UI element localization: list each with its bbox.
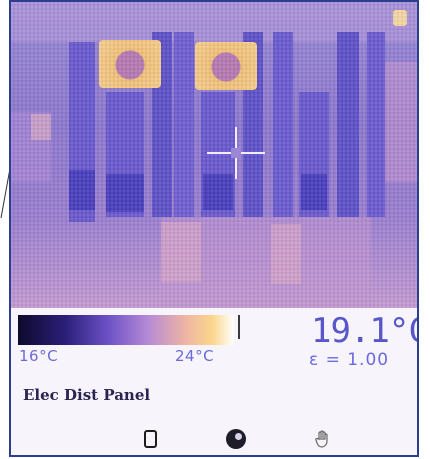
disc-icon [225,428,247,450]
hot-spot-right [195,42,257,90]
scale-min-label: 16°C [19,347,59,365]
emissivity-reading: ε = 1.00 [309,350,390,370]
scale-max-label: 24°C [175,347,215,365]
thermal-image[interactable] [11,2,417,308]
temperature-scale-bar [18,315,234,345]
crosshair-cursor[interactable] [207,127,265,179]
image-label: Elec Dist Panel [23,386,151,404]
device-screen: 16°C 24°C 19.1°C ε = 1.00 Elec Dist Pane… [9,0,419,457]
temperature-reading: 19.1°C [311,311,419,351]
status-icons [11,428,417,454]
hot-spot-left [99,40,161,88]
scale-marker [238,315,240,339]
hand-icon [311,428,333,450]
battery-icon [139,428,161,450]
